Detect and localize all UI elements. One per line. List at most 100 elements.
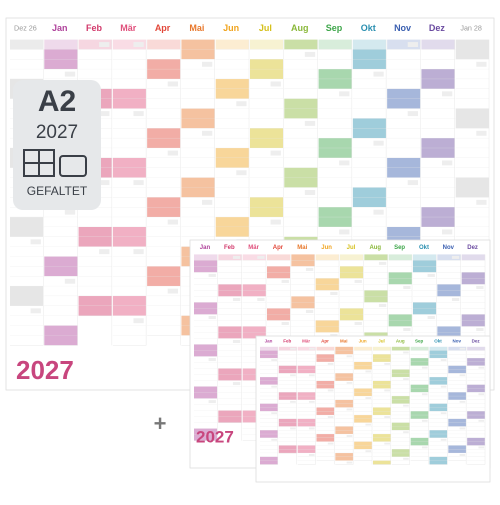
day-row bbox=[318, 217, 352, 228]
day-row bbox=[448, 422, 467, 427]
week-mark bbox=[208, 273, 216, 277]
month-label: Okt bbox=[419, 245, 429, 251]
day-row bbox=[455, 128, 489, 139]
day-row bbox=[297, 456, 316, 461]
day-row bbox=[215, 49, 249, 60]
day-row bbox=[354, 365, 372, 370]
day-row bbox=[387, 88, 421, 99]
day-row bbox=[391, 396, 410, 400]
day-row bbox=[354, 384, 372, 389]
day-row bbox=[391, 365, 410, 370]
day-row bbox=[455, 148, 489, 158]
day-row bbox=[388, 308, 412, 315]
day-row bbox=[410, 354, 429, 359]
day-row bbox=[373, 422, 391, 427]
day-row bbox=[250, 227, 284, 237]
day-row bbox=[242, 428, 266, 435]
day-row bbox=[429, 456, 448, 461]
day-row bbox=[267, 302, 291, 309]
badge-box bbox=[13, 80, 101, 210]
day-row bbox=[448, 407, 467, 412]
day-row bbox=[318, 167, 352, 178]
day-row bbox=[448, 453, 467, 457]
day-row bbox=[316, 399, 335, 404]
day-row bbox=[194, 380, 218, 387]
day-row bbox=[112, 118, 147, 129]
day-row bbox=[147, 305, 181, 316]
month-label: Feb bbox=[86, 23, 103, 33]
day-row bbox=[297, 418, 316, 423]
week-mark bbox=[99, 111, 110, 117]
day-row bbox=[410, 445, 429, 450]
day-row bbox=[260, 445, 278, 450]
day-row bbox=[461, 326, 485, 333]
day-row bbox=[448, 350, 467, 355]
day-row bbox=[112, 236, 147, 247]
day-row bbox=[112, 98, 147, 109]
day-row bbox=[354, 441, 372, 446]
week-mark bbox=[232, 297, 241, 301]
day-row bbox=[316, 403, 335, 408]
day-row bbox=[218, 332, 242, 339]
day-row bbox=[455, 187, 489, 198]
day-row bbox=[242, 362, 266, 369]
day-row bbox=[318, 88, 352, 99]
day-row bbox=[242, 434, 266, 441]
day-row bbox=[455, 207, 489, 218]
day-row bbox=[316, 422, 335, 427]
week-mark bbox=[236, 101, 247, 107]
day-row bbox=[78, 207, 112, 218]
day-row bbox=[194, 416, 218, 423]
day-row bbox=[429, 449, 448, 454]
week-mark bbox=[99, 180, 110, 186]
week-mark bbox=[354, 279, 362, 283]
week-mark bbox=[339, 160, 350, 166]
day-row bbox=[354, 346, 372, 351]
day-row bbox=[429, 407, 448, 412]
day-row bbox=[352, 39, 387, 50]
day-row bbox=[448, 426, 467, 431]
day-row bbox=[354, 422, 372, 427]
day-row bbox=[147, 286, 181, 297]
day-row bbox=[455, 39, 489, 50]
day-row bbox=[421, 138, 455, 149]
day-row bbox=[391, 399, 410, 404]
day-row bbox=[284, 167, 318, 178]
day-row bbox=[461, 314, 485, 321]
day-row bbox=[373, 365, 391, 370]
day-row bbox=[112, 138, 147, 149]
day-row bbox=[437, 296, 461, 303]
day-row bbox=[316, 418, 335, 423]
day-row bbox=[354, 418, 372, 423]
day-row bbox=[44, 236, 78, 247]
day-row bbox=[297, 426, 316, 431]
day-row bbox=[316, 388, 335, 393]
day-row bbox=[112, 108, 147, 119]
day-row bbox=[448, 449, 467, 454]
day-row bbox=[410, 426, 429, 431]
day-row bbox=[315, 296, 339, 303]
day-row bbox=[242, 278, 266, 285]
day-row bbox=[44, 305, 78, 316]
day-row bbox=[364, 308, 388, 315]
day-row bbox=[260, 453, 278, 457]
week-mark bbox=[403, 285, 411, 289]
day-row bbox=[352, 69, 387, 80]
day-row bbox=[147, 207, 181, 218]
day-row bbox=[260, 388, 278, 393]
day-row bbox=[455, 177, 489, 188]
day-row bbox=[112, 276, 147, 287]
month-label: Jan 28 bbox=[460, 24, 482, 33]
month-label: Apr bbox=[273, 245, 284, 251]
day-row bbox=[429, 361, 448, 366]
week-mark bbox=[346, 381, 353, 384]
day-row bbox=[352, 88, 387, 99]
week-mark bbox=[476, 327, 484, 331]
day-row bbox=[181, 157, 215, 168]
day-row bbox=[147, 217, 181, 228]
day-row bbox=[410, 449, 429, 454]
day-row bbox=[181, 148, 215, 158]
day-row bbox=[354, 350, 372, 355]
day-row bbox=[391, 407, 410, 412]
day-row bbox=[194, 296, 218, 303]
